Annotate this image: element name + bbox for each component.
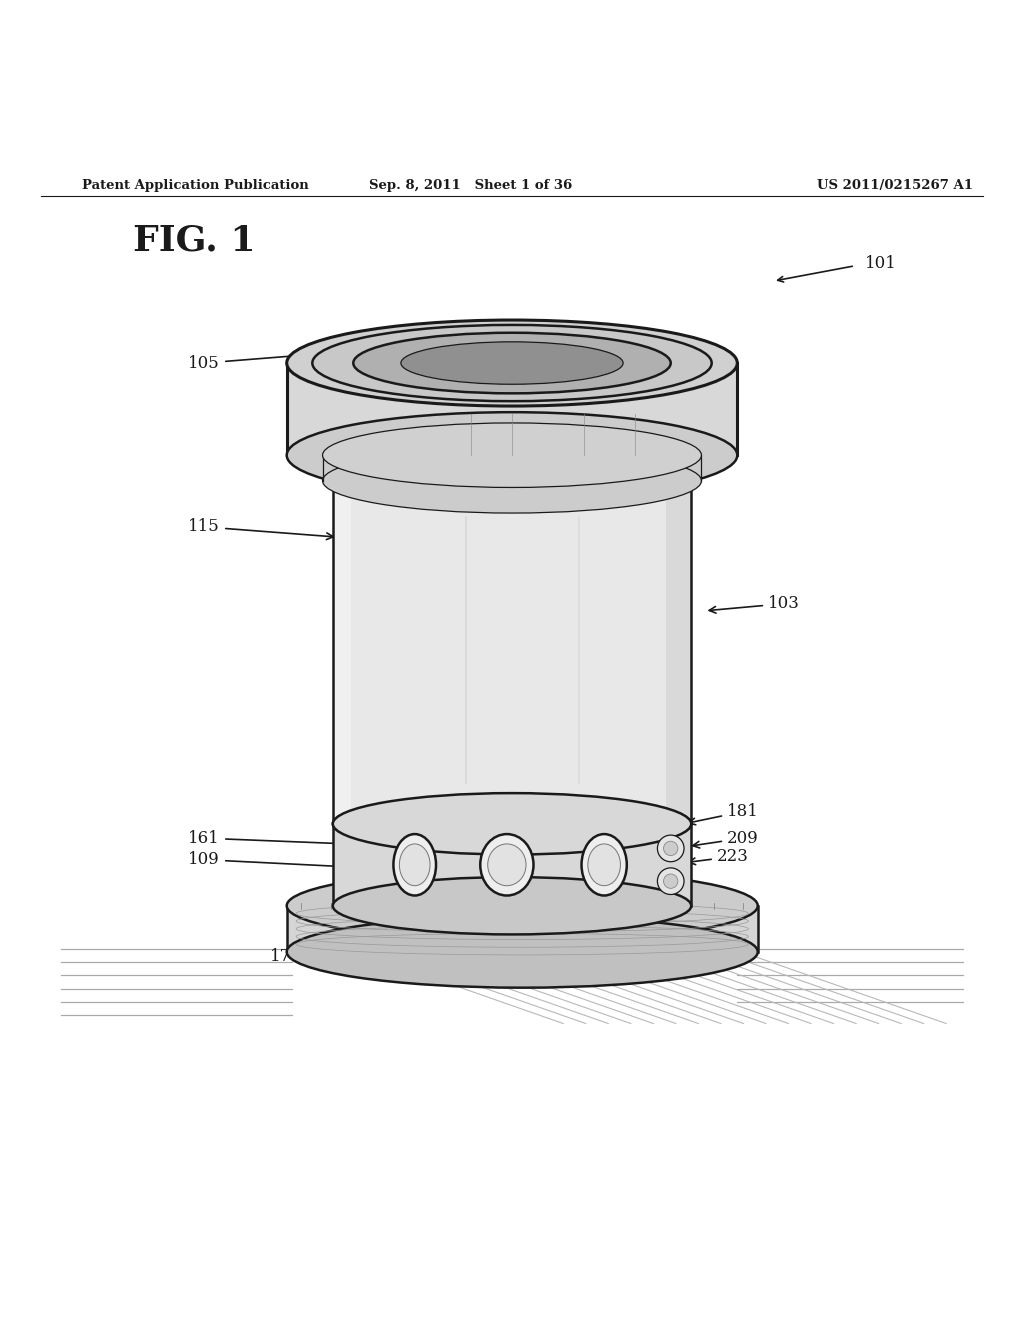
Polygon shape <box>333 475 691 824</box>
Polygon shape <box>323 455 701 480</box>
Ellipse shape <box>401 342 623 384</box>
Circle shape <box>657 867 684 895</box>
Text: US 2011/0215267 A1: US 2011/0215267 A1 <box>817 180 973 193</box>
Ellipse shape <box>333 793 691 854</box>
Ellipse shape <box>287 870 758 941</box>
Polygon shape <box>666 475 691 824</box>
Text: 115: 115 <box>188 519 333 540</box>
Circle shape <box>657 836 684 862</box>
Circle shape <box>664 841 678 855</box>
Ellipse shape <box>399 843 430 886</box>
Ellipse shape <box>480 834 534 895</box>
Text: 161: 161 <box>188 830 353 847</box>
Ellipse shape <box>333 445 691 507</box>
Ellipse shape <box>323 422 701 487</box>
Text: 223: 223 <box>688 849 749 865</box>
Ellipse shape <box>353 333 671 393</box>
Ellipse shape <box>287 916 758 987</box>
Text: 181: 181 <box>688 803 759 825</box>
Polygon shape <box>333 475 351 824</box>
Ellipse shape <box>287 319 737 407</box>
Text: Patent Application Publication: Patent Application Publication <box>82 180 308 193</box>
Ellipse shape <box>312 325 712 401</box>
Ellipse shape <box>487 843 526 886</box>
Polygon shape <box>287 906 758 952</box>
Ellipse shape <box>588 843 621 886</box>
Ellipse shape <box>582 834 627 895</box>
Ellipse shape <box>333 795 691 853</box>
Ellipse shape <box>287 412 737 498</box>
Circle shape <box>664 874 678 888</box>
Text: 173: 173 <box>270 942 399 965</box>
Text: 109: 109 <box>188 851 343 870</box>
Polygon shape <box>333 824 691 906</box>
Text: 101: 101 <box>865 255 897 272</box>
Ellipse shape <box>393 834 436 895</box>
Text: 105: 105 <box>188 350 328 371</box>
Text: Sep. 8, 2011   Sheet 1 of 36: Sep. 8, 2011 Sheet 1 of 36 <box>370 180 572 193</box>
Polygon shape <box>287 363 737 455</box>
Ellipse shape <box>323 449 701 513</box>
Text: 103: 103 <box>710 595 800 614</box>
Ellipse shape <box>333 876 691 935</box>
Text: 209: 209 <box>692 830 759 847</box>
Text: FIG. 1: FIG. 1 <box>133 223 256 257</box>
